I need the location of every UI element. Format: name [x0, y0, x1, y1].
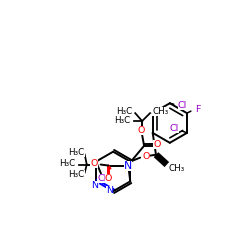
Text: O: O: [90, 159, 98, 168]
Text: O: O: [153, 140, 161, 149]
Text: O: O: [142, 152, 150, 161]
Text: CH₃: CH₃: [152, 107, 168, 116]
Text: H₃C: H₃C: [68, 148, 85, 157]
Text: Cl: Cl: [178, 101, 187, 110]
Text: O: O: [138, 126, 145, 136]
Text: F: F: [195, 105, 200, 114]
Text: Cl: Cl: [170, 124, 179, 134]
Text: N: N: [124, 160, 132, 170]
Text: H₃C: H₃C: [116, 107, 132, 116]
Text: H₃C: H₃C: [68, 170, 85, 179]
Text: N: N: [92, 181, 98, 190]
Text: Cl: Cl: [97, 174, 106, 183]
Text: O: O: [105, 174, 112, 183]
Text: H₃C: H₃C: [114, 116, 130, 124]
Text: CH₃: CH₃: [169, 164, 185, 173]
Text: H₃C: H₃C: [59, 159, 75, 168]
Text: N: N: [106, 186, 113, 195]
